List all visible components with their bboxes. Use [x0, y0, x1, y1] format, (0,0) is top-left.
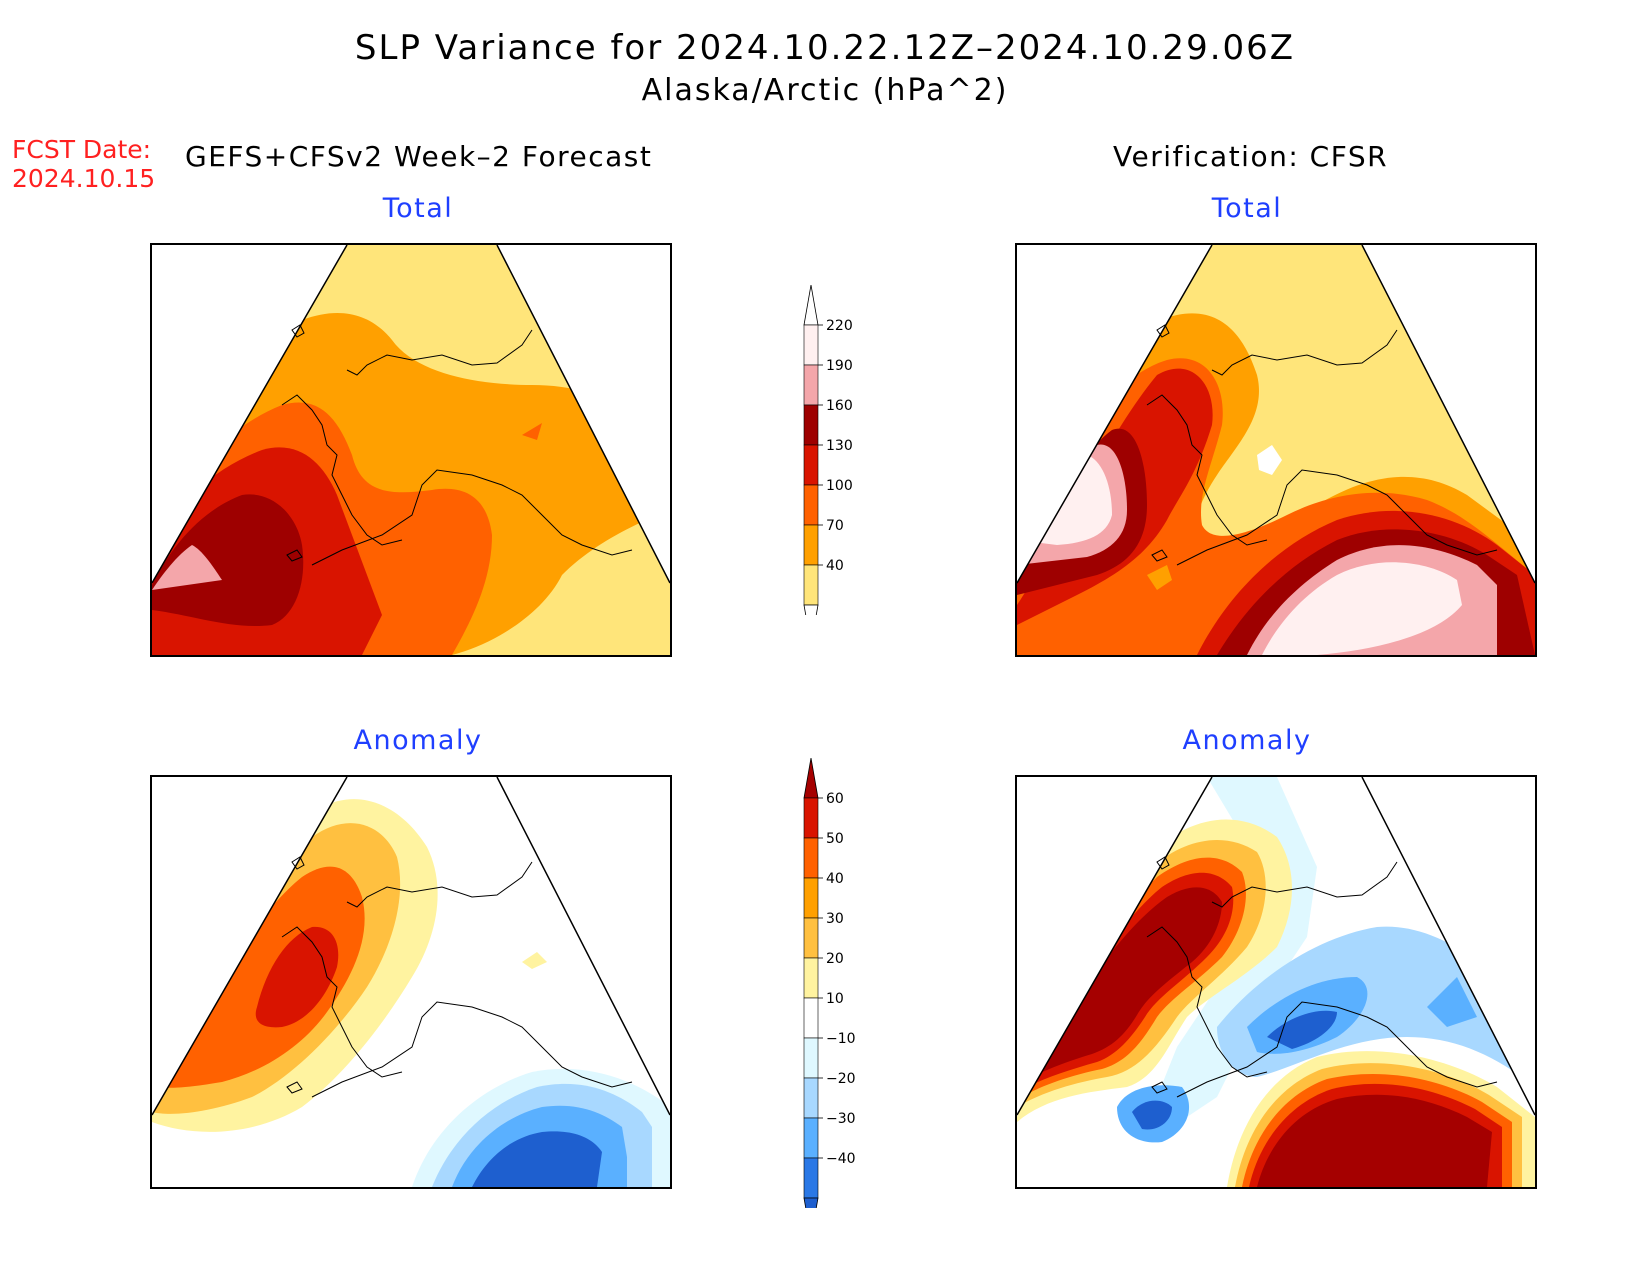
- colorbar-anomaly-label: −20: [826, 1071, 856, 1087]
- colorbar-anomaly-swatch: [803, 877, 819, 919]
- colorbar-anomaly-swatch: [803, 957, 819, 999]
- colorbar-anomaly-swatch: [803, 797, 819, 839]
- colorbar-total-label: 40: [826, 558, 844, 574]
- colorbar-total-label: 190: [826, 358, 853, 374]
- colorbar-total-label: 100: [826, 478, 853, 494]
- map-verification-total: [1015, 243, 1537, 657]
- verification-anomaly-field: [1017, 777, 1535, 1187]
- colorbar-anomaly-swatch: [803, 837, 819, 879]
- colorbar-anomaly-swatch: [803, 1117, 819, 1159]
- colorbar-anomaly-label: −10: [826, 1031, 856, 1047]
- map-forecast-total: [150, 243, 672, 657]
- colorbar-anomaly-label: 40: [826, 871, 844, 887]
- verification-header: Verification: CFSR: [1113, 140, 1389, 173]
- colorbar-total-swatch: [803, 324, 819, 366]
- colorbar-anomaly-label: 60: [826, 791, 844, 807]
- domain-edge: [1017, 777, 1535, 1116]
- domain-edge: [152, 777, 670, 1116]
- colorbar-total-arrow-bottom: [803, 604, 819, 615]
- forecast-date-label: FCST Date:: [12, 135, 152, 164]
- panel-title-forecast-total: Total: [382, 193, 454, 224]
- forecast-date: FCST Date: 2024.10.15: [12, 135, 155, 193]
- colorbar-anomaly-swatch: [803, 997, 819, 1039]
- panel-title-forecast-anomaly: Anomaly: [353, 725, 483, 756]
- colorbar-total-arrow-top: [803, 285, 819, 326]
- colorbar-total-swatch: [803, 364, 819, 406]
- map-forecast-anomaly: [150, 775, 672, 1189]
- forecast-header: GEFS+CFSv2 Week–2 Forecast: [185, 140, 653, 173]
- coastline: [281, 856, 633, 1098]
- colorbar-anomaly-label: 20: [826, 951, 844, 967]
- colorbar-anomaly-label: 10: [826, 991, 844, 1007]
- colorbar-anomaly-swatch: [803, 917, 819, 959]
- forecast-total-field: [152, 245, 670, 655]
- colorbar-anomaly-label: 50: [826, 831, 844, 847]
- colorbar-total-swatch: [803, 524, 819, 566]
- colorbar-anomaly-label: −30: [826, 1111, 856, 1127]
- figure-title: SLP Variance for 2024.10.22.12Z–2024.10.…: [354, 28, 1296, 68]
- colorbar-anomaly-swatch: [803, 1037, 819, 1079]
- colorbar-total-label: 130: [826, 438, 853, 454]
- colorbar-anomaly: 60 50 40 30 20 10 −10 −20 −30 −40: [803, 758, 856, 1208]
- domain-edge: [1017, 245, 1535, 584]
- colorbar-total-swatch: [803, 444, 819, 486]
- colorbar-anomaly-swatch: [803, 1077, 819, 1119]
- panel-title-verification-total: Total: [1211, 193, 1283, 224]
- forecast-date-value: 2024.10.15: [12, 164, 156, 193]
- colorbar-anomaly-label: −40: [826, 1151, 856, 1167]
- domain-edge: [152, 245, 670, 584]
- verification-total-field: [1017, 245, 1535, 655]
- colorbar-anomaly-label: 30: [826, 911, 844, 927]
- colorbar-anomaly-swatch: [803, 1157, 819, 1199]
- colorbar-total-swatch: [803, 484, 819, 526]
- colorbar-total: 220 190 160 130 100 70 40: [803, 285, 853, 615]
- map-verification-anomaly: [1015, 775, 1537, 1189]
- colorbar-total-label: 70: [826, 518, 844, 534]
- coastline: [281, 324, 633, 566]
- colorbar-total-swatch: [803, 404, 819, 446]
- colorbar-anomaly-arrow-top: [803, 758, 819, 799]
- colorbar-total-label: 160: [826, 398, 853, 414]
- colorbar-anomaly-arrow-bottom: [803, 1197, 819, 1208]
- figure-subtitle: Alaska/Arctic (hPa^2): [641, 73, 1009, 108]
- panel-title-verification-anomaly: Anomaly: [1182, 725, 1312, 756]
- forecast-anomaly-field: [152, 777, 670, 1187]
- coastline: [1146, 856, 1498, 1098]
- colorbar-total-label: 220: [826, 318, 853, 334]
- colorbar-total-swatch: [803, 564, 819, 606]
